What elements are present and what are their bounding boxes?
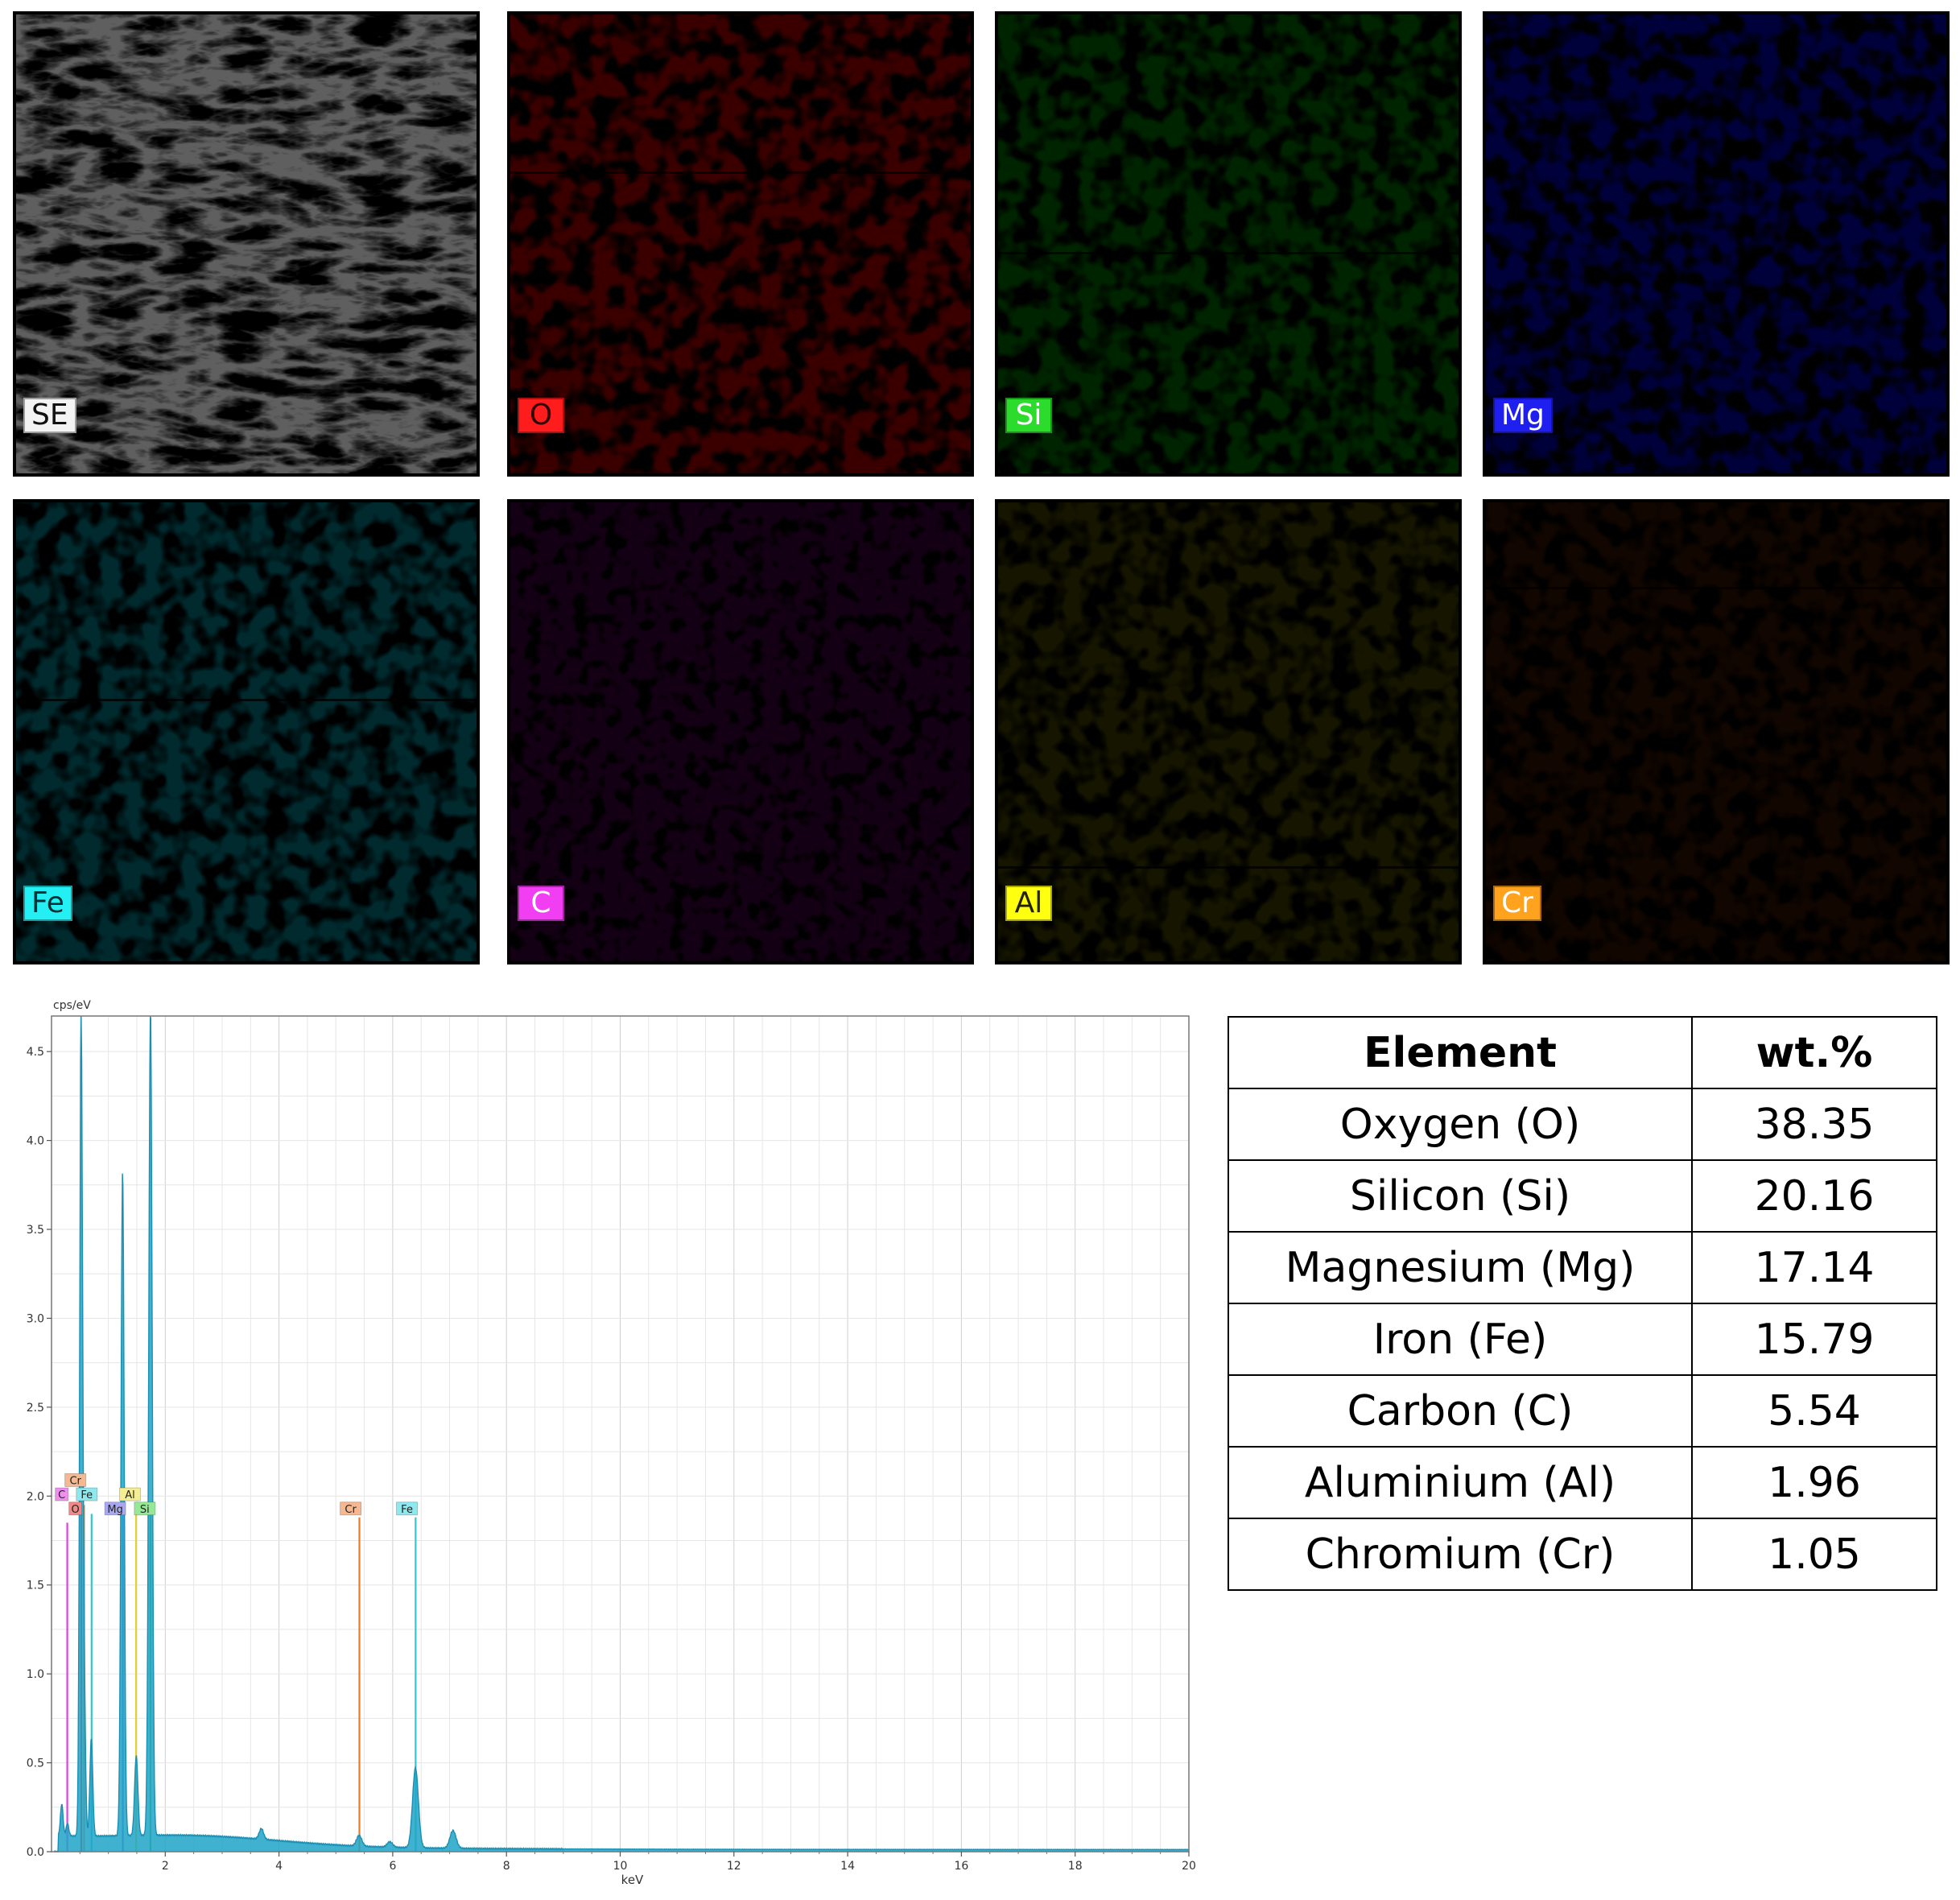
svg-text:Fe: Fe (80, 1489, 93, 1501)
cell-wt: 5.54 (1691, 1374, 1937, 1448)
spectrum-area (54, 1016, 1189, 1852)
peak-label-o: O (68, 1501, 83, 1516)
map-texture (510, 502, 971, 961)
x-axis-label: keV (621, 1873, 644, 1887)
cell-element: Carbon (C) (1228, 1374, 1693, 1448)
map-tile-o: O (507, 11, 974, 477)
y-tick-label: 0.5 (27, 1758, 44, 1770)
map-texture (1486, 14, 1946, 473)
x-tick-label: 6 (389, 1860, 396, 1873)
peak-label-al: Al (119, 1487, 141, 1501)
table-row: Chromium (Cr) 1.05 (1228, 1518, 1937, 1591)
svg-text:C: C (58, 1489, 65, 1501)
cell-element: Silicon (Si) (1228, 1159, 1693, 1233)
map-label-o: O (518, 398, 564, 433)
cell-element: Oxygen (O) (1228, 1088, 1693, 1161)
header-element: Element (1228, 1016, 1693, 1089)
header-wt: wt.% (1691, 1016, 1937, 1089)
map-label-si: Si (1005, 398, 1052, 433)
composition-table: Element wt.% Oxygen (O) 38.35 Silicon (S… (1228, 1016, 1937, 1591)
map-texture (16, 502, 477, 961)
cell-element: Chromium (Cr) (1228, 1518, 1693, 1591)
map-label-cr: Cr (1493, 886, 1541, 921)
x-tick-label: 14 (840, 1860, 855, 1873)
y-tick-label: 2.0 (27, 1490, 44, 1503)
y-tick-label: 0.0 (27, 1846, 44, 1859)
svg-text:Fe: Fe (401, 1504, 413, 1516)
y-tick-label: 4.5 (27, 1046, 44, 1059)
table-row: Carbon (C) 5.54 (1228, 1374, 1937, 1448)
cell-wt: 1.96 (1691, 1446, 1937, 1519)
y-tick-label: 3.5 (27, 1224, 44, 1237)
peak-label-cr: Cr (64, 1473, 87, 1487)
map-tile-cr: Cr (1483, 499, 1950, 964)
svg-text:Cr: Cr (345, 1504, 357, 1516)
x-tick-label: 8 (503, 1860, 510, 1873)
map-tile-c: C (507, 499, 974, 964)
map-label-mg: Mg (1493, 398, 1553, 433)
map-label-al: Al (1005, 886, 1052, 921)
axis-ticks: 0.0 0.5 1.0 1.5 2.0 2.5 3.0 3.5 4.0 4.5 2 4 6 8 10 12 14… (27, 1046, 1196, 1873)
table-row: Aluminium (Al) 1.96 (1228, 1446, 1937, 1519)
peak-label-c: C (55, 1487, 69, 1501)
y-tick-label: 4.0 (27, 1135, 44, 1148)
y-tick-label: 1.0 (27, 1668, 44, 1681)
cell-wt: 15.79 (1691, 1303, 1937, 1376)
svg-text:Si: Si (140, 1504, 150, 1516)
map-label-c: C (518, 886, 564, 921)
map-texture (998, 502, 1459, 961)
map-tile-se: SE (13, 11, 480, 477)
peak-label-fe: Fe (396, 1501, 418, 1516)
map-label-fe: Fe (23, 886, 72, 921)
table-row: Oxygen (O) 38.35 (1228, 1088, 1937, 1161)
x-tick-label: 4 (275, 1860, 283, 1873)
svg-text:Mg: Mg (107, 1504, 122, 1516)
svg-text:Cr: Cr (69, 1475, 81, 1487)
cell-wt: 1.05 (1691, 1518, 1937, 1591)
y-tick-label: 1.5 (27, 1580, 44, 1592)
peak-label-si: Si (134, 1501, 156, 1516)
peak-label-mg: Mg (104, 1501, 126, 1516)
spectrum-outline (53, 1015, 1190, 1852)
map-texture (998, 14, 1459, 473)
x-tick-label: 18 (1068, 1860, 1083, 1873)
map-tile-mg: Mg (1483, 11, 1950, 477)
map-tile-fe: Fe (13, 499, 480, 964)
map-texture (510, 14, 971, 473)
x-tick-label: 20 (1182, 1860, 1196, 1873)
peak-label-cr: Cr (340, 1501, 362, 1516)
table-row: Silicon (Si) 20.16 (1228, 1159, 1937, 1233)
map-label-se: SE (23, 398, 76, 433)
y-axis-label: cps/eV (53, 999, 91, 1012)
y-tick-label: 2.5 (27, 1402, 44, 1415)
cell-wt: 17.14 (1691, 1231, 1937, 1304)
table-row: Iron (Fe) 15.79 (1228, 1303, 1937, 1376)
x-tick-label: 16 (954, 1860, 968, 1873)
x-tick-label: 10 (613, 1860, 628, 1873)
map-tile-al: Al (995, 499, 1462, 964)
peak-label-fe: Fe (76, 1487, 98, 1501)
cell-wt: 20.16 (1691, 1159, 1937, 1233)
cell-wt: 38.35 (1691, 1088, 1937, 1161)
x-tick-label: 2 (162, 1860, 169, 1873)
map-tile-si: Si (995, 11, 1462, 477)
x-tick-label: 12 (727, 1860, 741, 1873)
svg-text:Al: Al (125, 1489, 135, 1501)
cell-element: Iron (Fe) (1228, 1303, 1693, 1376)
y-tick-label: 3.0 (27, 1312, 44, 1325)
table-row: Magnesium (Mg) 17.14 (1228, 1231, 1937, 1304)
table-header-row: Element wt.% (1228, 1016, 1937, 1089)
cell-element: Aluminium (Al) (1228, 1446, 1693, 1519)
map-texture (16, 14, 477, 473)
spectrum-grid (51, 1016, 1190, 1852)
cell-element: Magnesium (Mg) (1228, 1231, 1693, 1304)
svg-text:O: O (72, 1504, 80, 1516)
map-texture (1486, 502, 1946, 961)
